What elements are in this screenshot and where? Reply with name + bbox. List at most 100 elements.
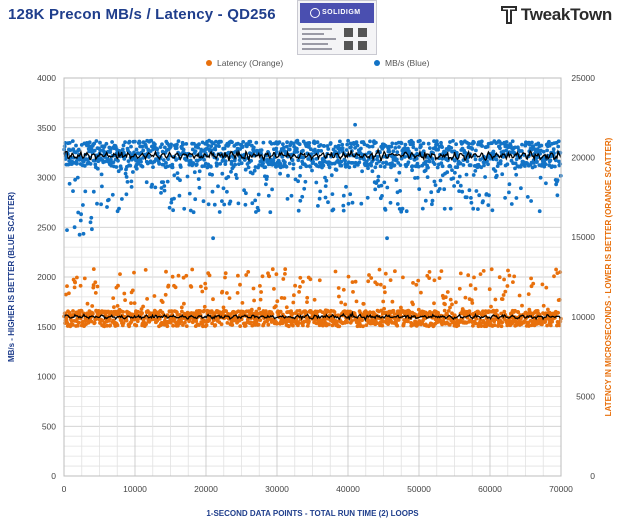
mbs-point	[330, 192, 335, 197]
mbs-point	[349, 145, 353, 150]
product-badge-image: SOLIDIGM	[297, 0, 377, 55]
latency-point	[458, 271, 463, 276]
mbs-point	[210, 172, 215, 177]
mbs-point	[387, 149, 392, 154]
latency-point	[339, 300, 344, 305]
mbs-point	[326, 200, 330, 205]
mbs-point	[352, 164, 357, 169]
latency-point	[351, 290, 355, 294]
mbs-point	[535, 155, 540, 160]
mbs-point	[291, 162, 296, 167]
latency-point	[213, 323, 218, 327]
mbs-point	[244, 191, 248, 196]
latency-point	[287, 324, 291, 329]
mbs-point	[92, 141, 97, 146]
mbs-point	[369, 163, 374, 168]
mbs-point	[300, 194, 305, 199]
mbs-point	[317, 196, 322, 201]
mbs-point	[158, 145, 163, 150]
latency-point	[211, 318, 216, 323]
latency-point	[225, 291, 229, 295]
x-tick-label: 10000	[123, 484, 147, 494]
mbs-point	[213, 147, 218, 152]
mbs-point	[370, 169, 375, 174]
mbs-point	[92, 148, 97, 153]
mbs-point	[398, 163, 403, 168]
mbs-point	[541, 149, 546, 154]
latency-point	[64, 292, 68, 297]
mbs-point	[433, 183, 438, 188]
latency-point	[500, 297, 505, 301]
mbs-point	[248, 139, 253, 144]
mbs-point	[295, 146, 299, 151]
mbs-point	[419, 144, 423, 149]
left-tick-label: 1500	[37, 322, 56, 332]
mbs-point	[284, 164, 289, 169]
right-axis-label: LATENCY IN MICROSECONDS - LOWER IS BETTE…	[604, 137, 613, 416]
mbs-point	[307, 144, 311, 148]
latency-point	[73, 280, 77, 285]
latency-point	[367, 273, 371, 277]
mbs-point	[406, 160, 411, 165]
mbs-point	[89, 147, 94, 151]
latency-point	[78, 283, 83, 288]
mbs-point	[479, 165, 484, 170]
latency-point	[383, 290, 387, 295]
mbs-point	[486, 203, 491, 208]
mbs-point	[530, 140, 534, 145]
solidigm-logo-icon	[310, 8, 320, 18]
mbs-point	[192, 141, 196, 146]
mbs-point	[310, 168, 314, 173]
mbs-point	[223, 162, 228, 167]
mbs-point	[438, 178, 443, 183]
x-tick-label: 70000	[549, 484, 573, 494]
latency-point	[129, 301, 133, 305]
latency-point	[136, 309, 141, 314]
mbs-point	[291, 166, 296, 171]
chart-legend: Latency (Orange) MB/s (Blue)	[0, 58, 620, 72]
mbs-point	[100, 184, 104, 189]
mbs-point	[460, 189, 465, 194]
mbs-point	[149, 138, 154, 143]
latency-point	[469, 298, 474, 302]
latency-point	[251, 286, 256, 291]
mbs-point	[357, 160, 362, 165]
mbs-point	[402, 155, 407, 159]
latency-point	[481, 319, 486, 323]
mbs-point	[345, 142, 350, 147]
latency-point	[65, 284, 69, 288]
mbs-point	[397, 170, 402, 175]
mbs-point	[110, 192, 115, 197]
mbs-point	[509, 202, 514, 206]
latency-point	[85, 301, 90, 306]
mbs-point	[147, 155, 151, 159]
mbs-point	[513, 161, 518, 166]
latency-point	[479, 324, 484, 328]
mbs-point	[307, 141, 312, 145]
latency-point	[463, 295, 468, 300]
mbs-point	[91, 189, 96, 194]
latency-point	[252, 298, 256, 303]
product-badge-strip: SOLIDIGM	[300, 3, 374, 23]
latency-point	[541, 303, 546, 308]
mbs-point	[315, 140, 320, 145]
mbs-point	[377, 159, 382, 164]
mbs-point	[167, 205, 172, 210]
latency-point	[291, 300, 296, 305]
mbs-point	[328, 141, 333, 145]
latency-outlier-point	[388, 278, 393, 283]
mbs-point	[448, 140, 452, 144]
mbs-point	[123, 140, 127, 145]
mbs-point	[108, 150, 113, 155]
mbs-point	[76, 210, 81, 215]
latency-point	[243, 323, 248, 328]
latency-point	[183, 320, 187, 325]
mbs-point	[548, 158, 553, 163]
latency-point	[90, 312, 95, 316]
latency-point	[108, 323, 113, 328]
mbs-point	[166, 157, 171, 162]
latency-point	[502, 277, 506, 282]
mbs-point	[353, 146, 357, 150]
mbs-point	[225, 189, 229, 194]
mbs-point	[458, 183, 463, 188]
